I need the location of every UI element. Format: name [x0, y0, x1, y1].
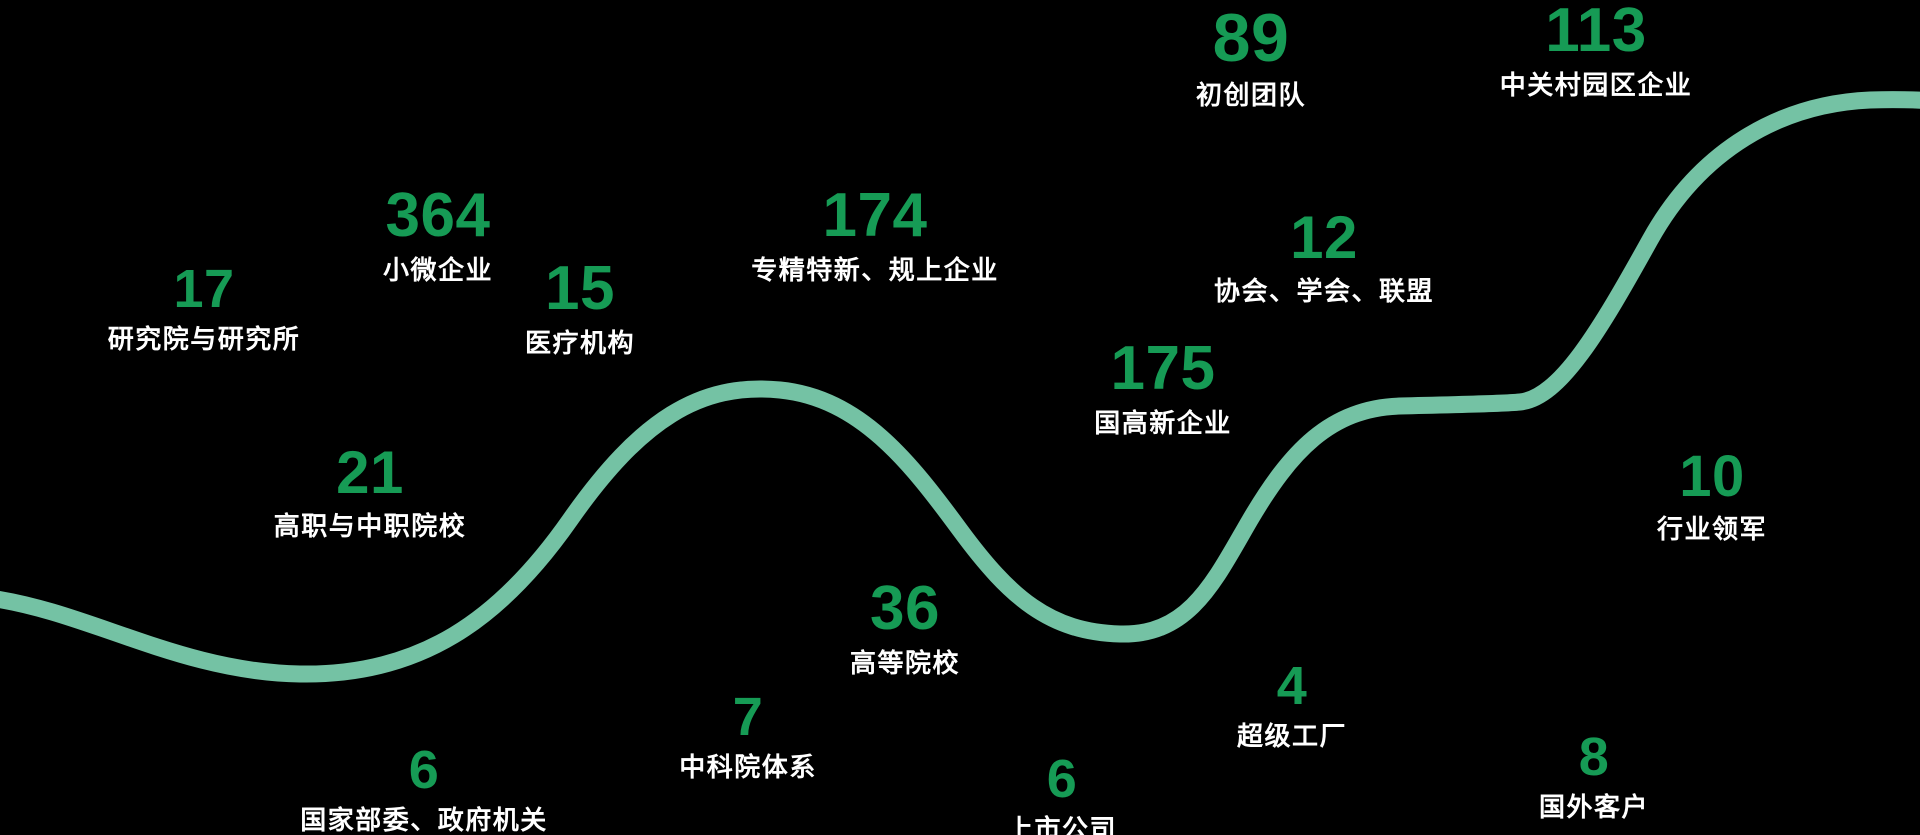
stat-item: 364 小微企业 — [382, 181, 494, 285]
stat-value: 364 — [385, 181, 491, 250]
stat-label: 协会、学会、联盟 — [1213, 276, 1435, 306]
stat-value: 113 — [1545, 0, 1647, 65]
stat-label: 超级工厂 — [1236, 721, 1348, 751]
stat-item: 15 医疗机构 — [524, 254, 636, 358]
stat-item: 8 国外客户 — [1539, 730, 1649, 820]
stat-label: 高等院校 — [849, 648, 961, 678]
stat-label: 行业领军 — [1656, 514, 1768, 544]
stat-label: 国高新企业 — [1094, 408, 1232, 438]
stat-item: 6 国家部委、政府机关 — [300, 743, 548, 833]
stat-label: 国外客户 — [1538, 792, 1650, 822]
stat-value: 12 — [1290, 204, 1358, 271]
stat-value: 6 — [408, 740, 440, 800]
stat-item: 6 上市公司 — [1007, 752, 1117, 835]
stat-item: 21 高职与中职院校 — [273, 439, 467, 541]
stat-value: 15 — [545, 254, 615, 323]
stat-value: 174 — [822, 181, 928, 250]
stat-item: 12 协会、学会、联盟 — [1213, 204, 1435, 306]
stat-label: 初创团队 — [1195, 80, 1307, 110]
stat-item: 36 高等院校 — [849, 574, 961, 678]
stat-item: 89 初创团队 — [1196, 4, 1306, 108]
stat-item: 113 中关村园区企业 — [1500, 0, 1693, 98]
stat-item: 7 中科院体系 — [679, 690, 817, 780]
stat-label: 医疗机构 — [524, 328, 636, 358]
stat-label: 专精特新、规上企业 — [751, 255, 999, 285]
stat-label: 高职与中职院校 — [273, 511, 467, 541]
stat-label: 中关村园区企业 — [1499, 70, 1693, 100]
stat-label: 上市公司 — [1006, 814, 1118, 835]
stat-value: 8 — [1578, 727, 1610, 787]
stat-value: 36 — [870, 574, 940, 643]
stat-value: 175 — [1110, 334, 1216, 403]
stat-item: 4 超级工厂 — [1237, 659, 1347, 749]
stat-item: 10 行业领军 — [1656, 444, 1768, 544]
stat-item: 174 专精特新、规上企业 — [751, 181, 999, 285]
stat-label: 国家部委、政府机关 — [300, 805, 548, 835]
stat-value: 7 — [732, 687, 764, 747]
stat-value: 17 — [173, 259, 235, 319]
stat-value: 4 — [1276, 656, 1308, 716]
stat-value: 89 — [1212, 0, 1290, 76]
stat-label: 小微企业 — [382, 255, 494, 285]
stat-value: 10 — [1679, 444, 1745, 509]
stat-item: 17 研究院与研究所 — [108, 262, 301, 352]
stat-value: 6 — [1046, 749, 1078, 809]
stat-value: 21 — [336, 439, 404, 506]
stat-label: 中科院体系 — [679, 752, 817, 782]
stat-label: 研究院与研究所 — [107, 324, 301, 354]
stat-item: 175 国高新企业 — [1094, 334, 1232, 438]
